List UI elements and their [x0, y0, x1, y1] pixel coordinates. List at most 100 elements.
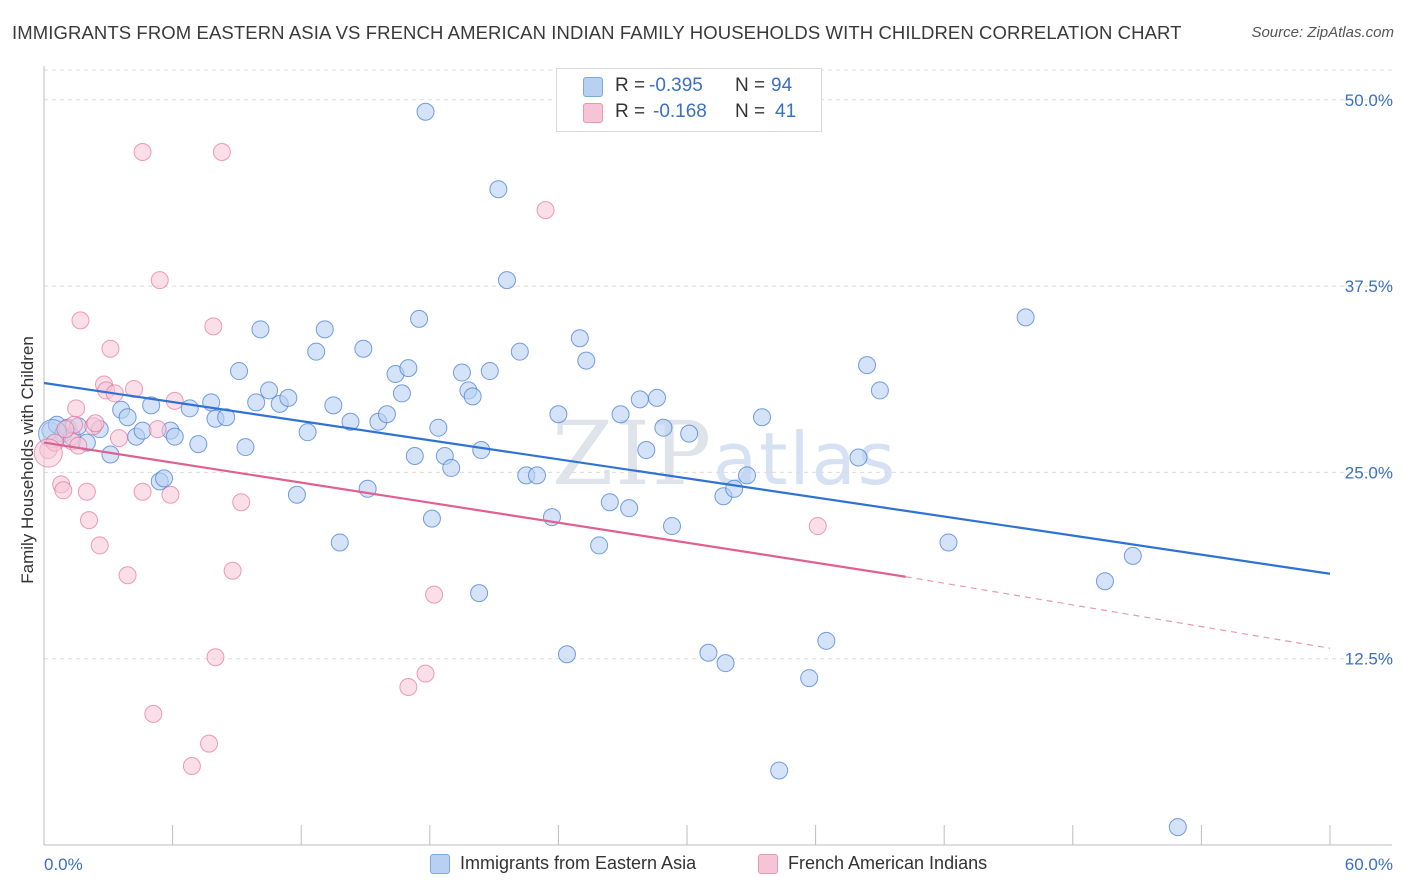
data-point-eastern-asia — [480, 362, 499, 381]
data-point-eastern-asia — [247, 393, 266, 412]
data-point-french-american-indian — [54, 481, 73, 500]
data-point-eastern-asia — [590, 536, 609, 555]
data-point-eastern-asia — [416, 102, 435, 121]
data-point-french-american-indian — [67, 399, 86, 418]
data-point-eastern-asia — [354, 339, 373, 358]
data-point-eastern-asia — [1095, 572, 1114, 591]
data-point-eastern-asia — [260, 381, 279, 400]
data-point-eastern-asia — [510, 342, 529, 361]
data-point-eastern-asia — [489, 180, 508, 199]
data-point-eastern-asia — [753, 408, 772, 427]
tick-labels: 12.5% 25.0% 37.5% 50.0% 0.0% 60.0% — [44, 91, 1393, 874]
data-point-eastern-asia — [870, 381, 889, 400]
data-point-eastern-asia — [570, 329, 589, 348]
r-value: -0.168 — [653, 101, 707, 122]
data-point-eastern-asia — [422, 509, 441, 528]
data-point-eastern-asia — [472, 441, 491, 460]
data-point-french-american-indian — [212, 142, 231, 161]
data-point-french-american-indian — [56, 420, 75, 439]
data-point-french-american-indian — [148, 420, 167, 439]
data-point-eastern-asia — [527, 466, 546, 485]
data-point-eastern-asia — [341, 412, 360, 431]
data-point-eastern-asia — [463, 387, 482, 406]
data-point-eastern-asia — [165, 427, 184, 446]
data-point-eastern-asia — [680, 424, 699, 443]
data-point-french-american-indian — [182, 757, 201, 776]
data-point-eastern-asia — [155, 469, 174, 488]
data-point-eastern-asia — [817, 631, 836, 650]
data-point-eastern-asia — [716, 654, 735, 673]
data-point-french-american-indian — [536, 201, 555, 220]
trend-line-eastern-asia — [43, 381, 1331, 575]
data-point-eastern-asia — [770, 761, 789, 780]
data-point-eastern-asia — [1168, 818, 1187, 837]
data-point-eastern-asia — [470, 584, 489, 603]
data-point-eastern-asia — [939, 533, 958, 552]
data-point-eastern-asia — [399, 359, 418, 378]
data-point-french-american-indian — [110, 429, 129, 448]
n-value: 41 — [775, 101, 797, 122]
trend-line-french-american-indian — [43, 441, 906, 578]
data-point-eastern-asia — [307, 342, 326, 361]
data-point-french-american-indian — [69, 436, 88, 455]
y-tick-label: 12.5% — [1345, 650, 1393, 669]
correlation-legend: R = -0.395 N = 94 R = -0.168 N = 41 — [556, 68, 822, 132]
data-point-french-american-indian — [101, 339, 120, 358]
data-point-french-american-indian — [399, 678, 418, 697]
data-point-eastern-asia — [298, 423, 317, 442]
data-point-french-american-indian-cluster — [33, 438, 63, 468]
data-point-eastern-asia — [142, 396, 161, 415]
data-point-eastern-asia — [180, 399, 199, 418]
data-point-french-american-indian — [206, 648, 225, 667]
data-point-eastern-asia — [118, 408, 137, 427]
r-value: -0.395 — [649, 75, 703, 96]
data-point-french-american-indian — [77, 482, 96, 501]
data-point-eastern-asia — [133, 421, 152, 440]
data-point-eastern-asia — [429, 418, 448, 437]
data-point-french-american-indian — [118, 566, 137, 585]
data-point-eastern-asia — [377, 405, 396, 424]
data-point-eastern-asia — [699, 643, 718, 662]
data-point-eastern-asia — [611, 405, 630, 424]
data-point-eastern-asia — [217, 408, 236, 427]
data-point-eastern-asia — [392, 384, 411, 403]
data-point-eastern-asia — [858, 356, 877, 375]
y-tick-label: 37.5% — [1345, 277, 1393, 296]
data-point-french-american-indian — [161, 485, 180, 504]
x-tick-label: 60.0% — [1345, 855, 1393, 874]
data-point-french-american-indian — [808, 517, 827, 536]
r-label: R = — [615, 101, 646, 122]
series-french-american-indian-points — [33, 142, 827, 776]
data-point-eastern-asia — [654, 418, 673, 437]
pink-swatch — [583, 103, 603, 123]
data-point-eastern-asia — [324, 396, 343, 415]
blue-swatch — [583, 77, 603, 97]
watermark-zip: ZIP — [552, 402, 714, 505]
data-point-eastern-asia — [577, 351, 596, 370]
data-point-french-american-indian — [204, 317, 223, 336]
data-point-french-american-indian — [144, 704, 163, 723]
data-point-eastern-asia — [251, 320, 270, 339]
data-point-eastern-asia — [662, 517, 681, 536]
source-credit: Source: ZipAtlas.com — [1251, 24, 1394, 41]
data-point-eastern-asia — [315, 320, 334, 339]
data-point-french-american-indian — [425, 585, 444, 604]
data-point-eastern-asia — [330, 533, 349, 552]
data-point-eastern-asia — [189, 435, 208, 454]
data-point-eastern-asia — [230, 362, 249, 381]
data-point-eastern-asia — [725, 479, 744, 498]
x-tick-label: 0.0% — [44, 855, 83, 874]
data-point-eastern-asia — [410, 309, 429, 328]
data-point-french-american-indian — [232, 493, 251, 512]
data-point-eastern-asia — [620, 499, 639, 518]
data-point-french-american-indian — [86, 414, 105, 433]
data-point-eastern-asia — [630, 390, 649, 409]
legend-label: French American Indians — [788, 853, 988, 873]
data-point-eastern-asia — [497, 271, 516, 290]
n-label: N = — [735, 75, 766, 96]
data-point-french-american-indian — [416, 664, 435, 683]
blue-swatch — [430, 854, 450, 874]
data-point-french-american-indian — [150, 271, 169, 290]
data-point-eastern-asia — [557, 645, 576, 664]
